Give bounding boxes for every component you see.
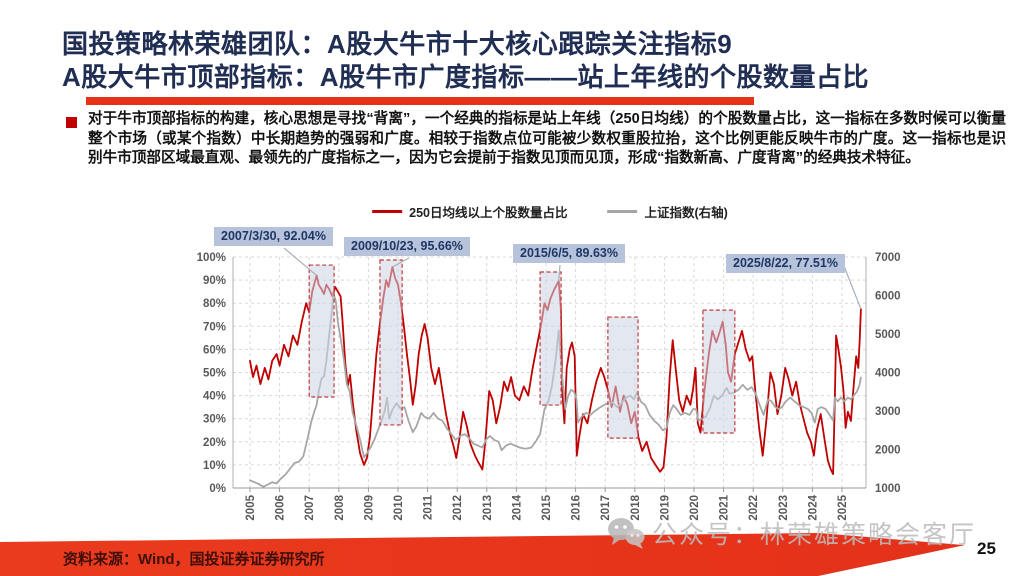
svg-text:10%: 10% bbox=[203, 460, 226, 472]
svg-text:70%: 70% bbox=[203, 321, 226, 333]
legend-label-breadth: 250日均线以上个股数量占比 bbox=[409, 206, 568, 220]
svg-text:100%: 100% bbox=[197, 252, 226, 264]
svg-text:2018: 2018 bbox=[630, 494, 642, 520]
svg-text:2000: 2000 bbox=[875, 445, 901, 457]
legend-swatch-gray bbox=[607, 210, 638, 213]
svg-text:60%: 60% bbox=[203, 344, 226, 356]
svg-text:2025: 2025 bbox=[837, 494, 849, 520]
title-underline-bar bbox=[86, 97, 754, 105]
svg-text:40%: 40% bbox=[203, 391, 226, 403]
chart-annotation-label: 2007/3/30, 92.04% bbox=[214, 227, 333, 246]
svg-text:2020: 2020 bbox=[689, 495, 701, 521]
svg-text:2011: 2011 bbox=[423, 494, 435, 520]
chart-annotation-label: 2015/6/5, 89.63% bbox=[513, 244, 625, 263]
svg-text:1000: 1000 bbox=[875, 483, 901, 495]
svg-text:3000: 3000 bbox=[875, 406, 901, 418]
body-paragraph: 对于牛市顶部指标的构建，核心思想是寻找“背离”，一个经典的指标是站上年线（250… bbox=[88, 111, 1006, 167]
svg-text:2012: 2012 bbox=[452, 495, 464, 521]
svg-text:4000: 4000 bbox=[875, 368, 901, 380]
source-note: 资料来源：Wind，国投证券证券研究所 bbox=[63, 551, 325, 568]
chart-annotation-label: 2009/10/23, 95.66% bbox=[344, 237, 470, 256]
page-number: 25 bbox=[977, 539, 996, 558]
svg-text:2016: 2016 bbox=[571, 495, 583, 521]
svg-text:2005: 2005 bbox=[245, 494, 257, 520]
title-line-1: 国投策略林荣雄团队：A股大牛市十大核心跟踪关注指标9 bbox=[62, 29, 733, 59]
svg-text:5000: 5000 bbox=[875, 329, 901, 341]
svg-text:20%: 20% bbox=[203, 437, 226, 449]
svg-text:2007: 2007 bbox=[304, 495, 316, 521]
svg-text:2017: 2017 bbox=[600, 495, 612, 521]
watermark-text: 公众号：林荣雄策略会客厅 bbox=[652, 521, 977, 549]
svg-text:7000: 7000 bbox=[875, 252, 901, 264]
title-line-2: A股大牛市顶部指标：A股牛市广度指标——站上年线的个股数量占比 bbox=[62, 62, 870, 92]
page-title: 国投策略林荣雄团队：A股大牛市十大核心跟踪关注指标9 A股大牛市顶部指标：A股牛… bbox=[62, 28, 1012, 94]
svg-text:6000: 6000 bbox=[875, 291, 901, 303]
chart-annotation-label: 2025/8/22, 77.51% bbox=[726, 254, 845, 273]
svg-text:2014: 2014 bbox=[511, 494, 523, 520]
svg-text:2006: 2006 bbox=[275, 495, 287, 521]
svg-text:2021: 2021 bbox=[719, 494, 731, 520]
legend-item-breadth: 250日均线以上个股数量占比 bbox=[372, 202, 568, 221]
legend-swatch-red bbox=[372, 210, 403, 213]
svg-text:50%: 50% bbox=[203, 368, 226, 380]
svg-text:2013: 2013 bbox=[482, 495, 494, 521]
svg-text:2015: 2015 bbox=[541, 494, 553, 520]
svg-text:30%: 30% bbox=[203, 414, 226, 426]
wechat-icon bbox=[608, 518, 645, 549]
svg-text:2009: 2009 bbox=[363, 495, 375, 521]
svg-text:2010: 2010 bbox=[393, 495, 405, 521]
svg-text:2024: 2024 bbox=[807, 494, 819, 520]
svg-text:0%: 0% bbox=[209, 483, 226, 495]
svg-text:2008: 2008 bbox=[334, 494, 346, 520]
svg-text:2022: 2022 bbox=[748, 495, 760, 521]
bullet-square-icon bbox=[66, 117, 77, 128]
svg-text:2023: 2023 bbox=[778, 495, 790, 521]
svg-text:2019: 2019 bbox=[659, 495, 671, 521]
svg-text:80%: 80% bbox=[203, 298, 226, 310]
chart-legend: 250日均线以上个股数量占比 上证指数(右轴) bbox=[372, 202, 728, 221]
watermark: 公众号：林荣雄策略会客厅 bbox=[606, 515, 976, 551]
legend-label-index: 上证指数(右轴) bbox=[644, 206, 728, 220]
svg-text:90%: 90% bbox=[203, 275, 226, 287]
legend-item-index: 上证指数(右轴) bbox=[607, 202, 728, 221]
